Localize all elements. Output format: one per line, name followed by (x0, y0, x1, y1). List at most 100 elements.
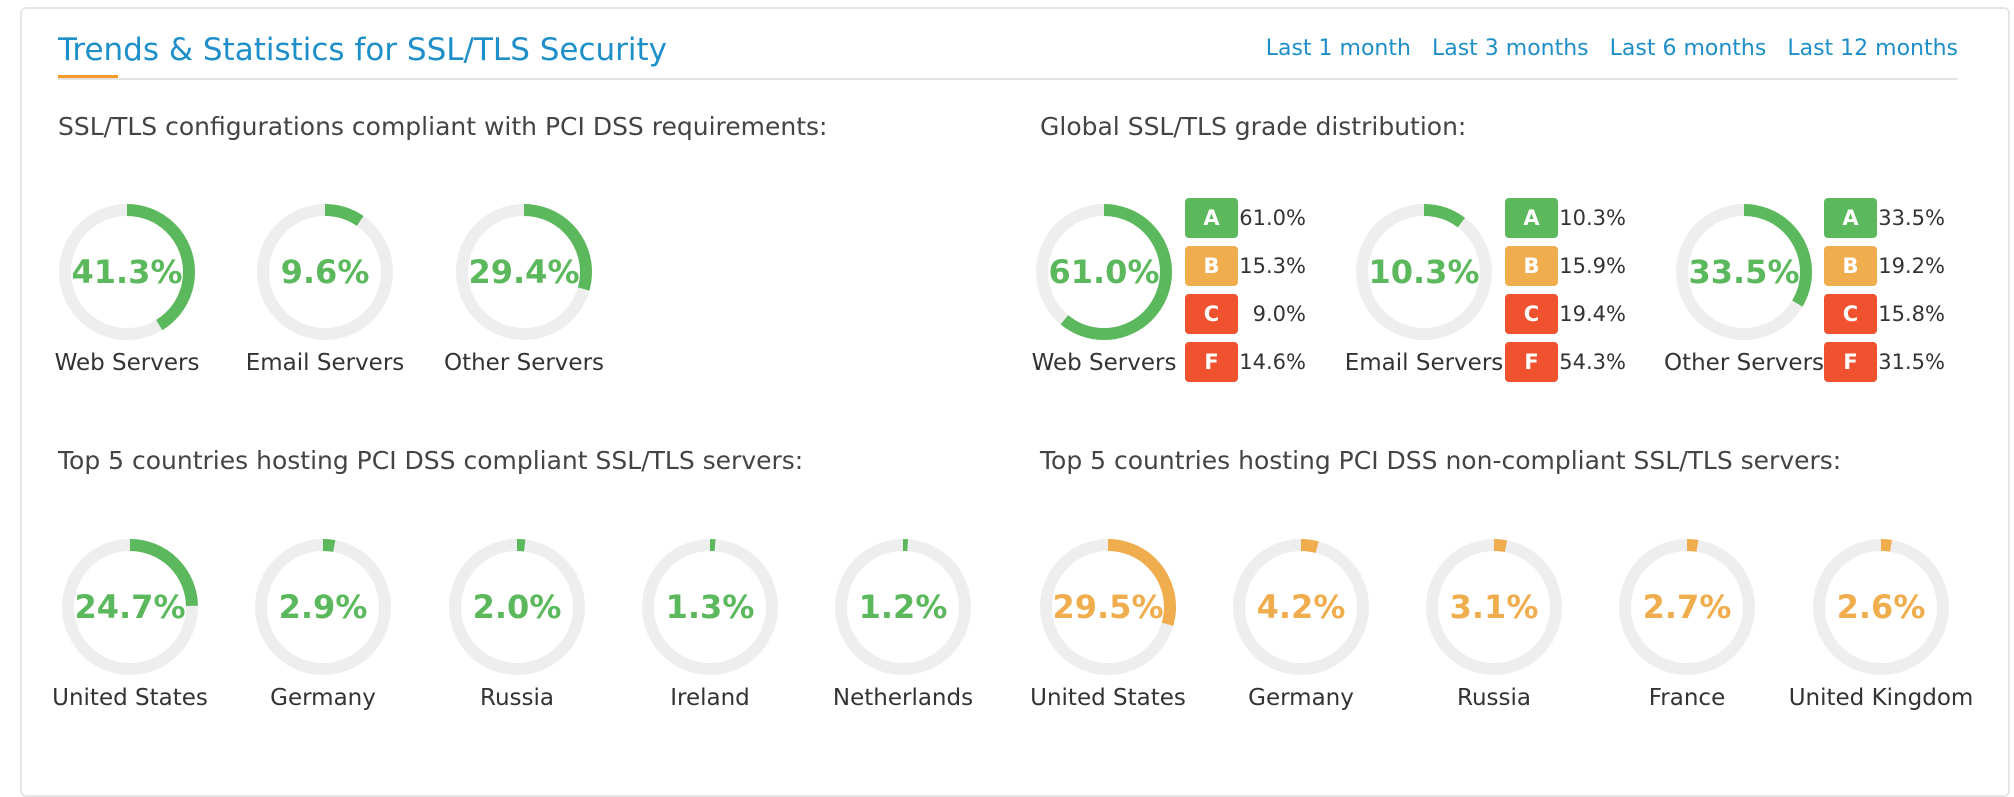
donut-chart: 41.3% (53, 198, 201, 346)
donut-label: United States (52, 685, 208, 711)
donut-label: Web Servers (1031, 350, 1177, 376)
donut-value: 10.3% (1368, 253, 1480, 291)
donut-value: 29.5% (1052, 588, 1164, 626)
donut-chart: 4.2% (1227, 533, 1375, 681)
donut-value: 1.3% (665, 588, 755, 626)
grade-badge: B (1824, 245, 1877, 286)
donut-value: 9.6% (280, 253, 370, 291)
donut-label: Other Servers (1663, 350, 1825, 376)
donut-label: Email Servers (1344, 350, 1504, 376)
donut-label: Germany (1248, 685, 1354, 711)
grade-legend: A 10.3% B 15.9% C 19.4% F 54.3% (1505, 196, 1635, 388)
grade-distribution-section-title: Global SSL/TLS grade distribution: (1040, 112, 1467, 141)
page-title: Trends & Statistics for SSL/TLS Security (58, 32, 668, 68)
donut-chart: 10.3% (1350, 198, 1498, 346)
donut-arc (456, 204, 592, 340)
donut-label: United Kingdom (1788, 685, 1974, 711)
grade-badge: F (1185, 341, 1238, 382)
donut-arc (1036, 204, 1172, 340)
noncompliant-countries-section-title: Top 5 countries hosting PCI DSS non-comp… (1040, 446, 1842, 475)
range-last-1-month-link[interactable]: Last 1 month (1265, 36, 1411, 61)
donut-arc (255, 539, 391, 675)
donut-value: 3.1% (1449, 588, 1539, 626)
grade-row: B 15.3% (1185, 244, 1315, 287)
grade-percentage: 15.8% (1878, 301, 1945, 326)
donut-label: Netherlands (832, 685, 974, 711)
grade-row: F 14.6% (1185, 340, 1315, 383)
donut-chart: 33.5% (1670, 198, 1818, 346)
grade-badge: B (1505, 245, 1558, 286)
grade-row: B 19.2% (1824, 244, 1954, 287)
grade-percentage: 61.0% (1239, 205, 1306, 230)
range-last-3-months-link[interactable]: Last 3 months (1431, 36, 1589, 61)
donut-value: 24.7% (74, 588, 186, 626)
grade-percentage: 14.6% (1239, 349, 1306, 374)
header-divider (58, 78, 1958, 80)
donut-chart: 61.0% (1030, 198, 1178, 346)
donut-label: Email Servers (245, 350, 405, 376)
donut-chart: 1.2% (829, 533, 977, 681)
grade-badge: F (1505, 341, 1558, 382)
grade-row: F 54.3% (1505, 340, 1635, 383)
donut-value: 61.0% (1048, 253, 1160, 291)
donut-chart: 2.7% (1613, 533, 1761, 681)
grade-row: C 19.4% (1505, 292, 1635, 335)
donut-label: Russia (480, 685, 554, 711)
donut-label: Germany (270, 685, 376, 711)
donut-label: Web Servers (54, 350, 200, 376)
donut-arc (449, 539, 585, 675)
grade-percentage: 15.3% (1239, 253, 1306, 278)
donut-value: 2.6% (1836, 588, 1926, 626)
donut-ring (449, 539, 585, 675)
donut-chart: 2.6% (1807, 533, 1955, 681)
grade-badge: F (1824, 341, 1877, 382)
donut-arc (1619, 539, 1755, 675)
grade-badge: A (1505, 197, 1558, 238)
donut-chart: 29.4% (450, 198, 598, 346)
grade-badge: C (1505, 293, 1558, 334)
donut-chart: 9.6% (251, 198, 399, 346)
donut-value: 2.0% (472, 588, 562, 626)
donut-arc (1233, 539, 1369, 675)
donut-chart: 29.5% (1034, 533, 1182, 681)
donut-arc (62, 539, 198, 675)
grade-percentage: 19.4% (1559, 301, 1626, 326)
donut-chart: 3.1% (1420, 533, 1568, 681)
grade-row: A 61.0% (1185, 196, 1315, 239)
donut-value: 33.5% (1688, 253, 1800, 291)
donut-ring (62, 539, 198, 675)
grade-badge: C (1824, 293, 1877, 334)
donut-chart: 2.0% (443, 533, 591, 681)
compliant-countries-section-title: Top 5 countries hosting PCI DSS complian… (58, 446, 804, 475)
donut-ring (1676, 204, 1812, 340)
donut-ring (642, 539, 778, 675)
donut-ring (1040, 539, 1176, 675)
donut-ring (257, 204, 393, 340)
title-accent-underline (58, 75, 118, 79)
donut-ring (1619, 539, 1755, 675)
donut-ring (1426, 539, 1562, 675)
donut-ring (1036, 204, 1172, 340)
grade-legend: A 61.0% B 15.3% C 9.0% F 14.6% (1185, 196, 1315, 388)
donut-arc (257, 204, 393, 340)
donut-ring (1356, 204, 1492, 340)
grade-badge: A (1824, 197, 1877, 238)
pci-compliance-section-title: SSL/TLS configurations compliant with PC… (58, 112, 828, 141)
donut-label: Ireland (670, 685, 750, 711)
grade-badge: C (1185, 293, 1238, 334)
grade-row: B 15.9% (1505, 244, 1635, 287)
donut-label: Other Servers (443, 350, 605, 376)
donut-arc (59, 204, 195, 340)
donut-ring (255, 539, 391, 675)
donut-value: 29.4% (468, 253, 580, 291)
range-last-12-months-link[interactable]: Last 12 months (1787, 36, 1958, 61)
donut-chart: 24.7% (56, 533, 204, 681)
grade-badge: B (1185, 245, 1238, 286)
range-last-6-months-link[interactable]: Last 6 months (1609, 36, 1767, 61)
donut-arc (1813, 539, 1949, 675)
time-range-selector: Last 1 month Last 3 months Last 6 months… (1266, 36, 1958, 61)
donut-ring (835, 539, 971, 675)
donut-arc (835, 539, 971, 675)
donut-value: 4.2% (1256, 588, 1346, 626)
donut-ring (456, 204, 592, 340)
